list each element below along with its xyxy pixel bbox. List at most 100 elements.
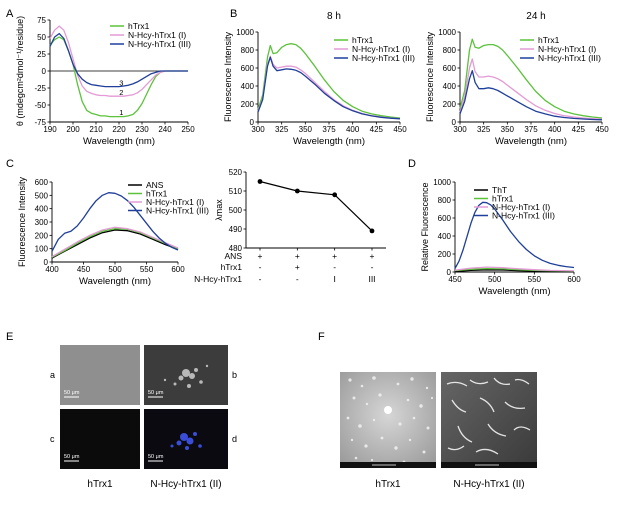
y-tick-label: -50 bbox=[34, 101, 46, 110]
series-line-ans bbox=[51, 229, 179, 259]
legend-label-n-hcy-htrx1-iii: N-Hcy-hTrx1 (III) bbox=[146, 206, 209, 216]
y-tick-label: 520 bbox=[229, 168, 243, 177]
panel-letter-b: B bbox=[230, 8, 237, 20]
x-axis-label: Wavelength (nm) bbox=[79, 276, 151, 287]
y-tick-label: 400 bbox=[241, 82, 255, 91]
row-cell: III bbox=[368, 274, 375, 284]
x-tick-label: 300 bbox=[453, 125, 467, 134]
x-tick-label: 450 bbox=[595, 125, 609, 134]
x-tick-label: 210 bbox=[89, 125, 103, 134]
chart-d-tht: 450 500 550 600 0 200 400 600 800 1000 Wavelength … bbox=[420, 178, 581, 297]
lambda-max-line bbox=[259, 180, 373, 232]
y-axis-label: λmax bbox=[214, 199, 224, 221]
chart-a-cd-spectra: 190 200 210 220 230 240 250 -75 -50 -25 0 25 50 75 Wav… bbox=[15, 16, 195, 147]
legend-label-n-hcy-htrx1-iii: N-Hcy-hTrx1 (III) bbox=[492, 211, 555, 221]
x-tick-label: 250 bbox=[181, 125, 195, 134]
y-tick-label: 200 bbox=[35, 231, 49, 240]
legend-label-htrx1: hTrx1 bbox=[492, 194, 514, 204]
x-tick-label: 400 bbox=[45, 265, 59, 274]
y-tick-label: 510 bbox=[229, 187, 243, 196]
row-cell: - bbox=[333, 262, 336, 272]
y-tick-label: 300 bbox=[35, 218, 49, 227]
chart-b-24h: 300 325 350 375 400 425 450 0 200 400 600 800 1000 Wa… bbox=[425, 11, 609, 147]
row-cell: + bbox=[332, 251, 337, 261]
x-axis-label: Wavelength (nm) bbox=[293, 136, 365, 147]
y-tick-label: 100 bbox=[35, 245, 49, 254]
x-tick-label: 550 bbox=[528, 275, 542, 284]
chart-c-ans-spectra: 400 450 500 550 600 0 100 200 300 400 500 600 Wavele… bbox=[17, 176, 209, 287]
y-tick-label: -25 bbox=[34, 84, 46, 93]
row-cell: I bbox=[333, 274, 335, 284]
x-tick-label: 240 bbox=[158, 125, 172, 134]
row-cell: + bbox=[370, 251, 375, 261]
row-cell: + bbox=[258, 251, 263, 261]
y-tick-label: 0 bbox=[44, 258, 49, 267]
legend-label-htrx1: hTrx1 bbox=[128, 21, 150, 31]
y-tick-label: 400 bbox=[438, 232, 452, 241]
y-tick-label: 490 bbox=[229, 225, 243, 234]
tem-image-htrx1 bbox=[340, 372, 436, 468]
y-tick-label: 1000 bbox=[433, 178, 451, 187]
x-tick-label: 425 bbox=[572, 125, 586, 134]
y-tick-label: 600 bbox=[241, 64, 255, 73]
aggregate-bright-field bbox=[163, 364, 209, 388]
lambda-max-point bbox=[257, 179, 263, 184]
y-tick-label: 200 bbox=[241, 100, 255, 109]
series-line-n-hcy-htrx1-iii bbox=[459, 70, 603, 121]
lambda-max-point bbox=[369, 228, 375, 234]
series-line-n-hcy-htrx1-iii bbox=[49, 32, 188, 88]
y-tick-label: 480 bbox=[229, 244, 243, 253]
y-tick-label: 0 bbox=[250, 118, 255, 127]
x-tick-label: 550 bbox=[140, 265, 154, 274]
curve-number-label: 3 bbox=[119, 79, 123, 88]
lambda-max-point bbox=[332, 192, 338, 198]
x-axis-label: Wavelength (nm) bbox=[479, 286, 551, 297]
y-axis-label: Fluorescence Intensity bbox=[425, 31, 435, 122]
panel-letter-c: C bbox=[6, 158, 14, 170]
legend-label-n-hcy-htrx1-iii: N-Hcy-hTrx1 (III) bbox=[538, 53, 601, 63]
x-tick-label: 220 bbox=[112, 125, 126, 134]
y-tick-label: 75 bbox=[37, 16, 46, 25]
row-cell: + bbox=[295, 262, 300, 272]
y-tick-label: 800 bbox=[438, 196, 452, 205]
chart-b-8h: 300 325 350 375 400 425 450 0 200 400 600 800 1000 Wa… bbox=[223, 11, 415, 147]
row-label-htrx1: hTrx1 bbox=[221, 262, 243, 272]
x-tick-label: 300 bbox=[251, 125, 265, 134]
x-tick-label: 400 bbox=[346, 125, 360, 134]
x-tick-label: 325 bbox=[477, 125, 491, 134]
x-tick-label: 500 bbox=[108, 265, 122, 274]
x-tick-label: 400 bbox=[548, 125, 562, 134]
y-tick-label: 0 bbox=[42, 67, 47, 76]
x-tick-label: 450 bbox=[448, 275, 462, 284]
x-tick-label: 375 bbox=[524, 125, 538, 134]
panel-f-tem: hTrx1 N-Hcy-hTrx1 (II) bbox=[340, 372, 537, 490]
lambda-max-point bbox=[294, 188, 300, 194]
row-cell: - bbox=[371, 262, 374, 272]
y-tick-label: 50 bbox=[37, 33, 46, 42]
y-tick-label: 25 bbox=[37, 50, 46, 59]
x-tick-label: 600 bbox=[567, 275, 581, 284]
chart-title: 24 h bbox=[526, 11, 545, 22]
aggregate-fluorescence bbox=[170, 432, 202, 450]
x-tick-label: 425 bbox=[370, 125, 384, 134]
legend-label-htrx1: hTrx1 bbox=[352, 35, 374, 45]
series-line-n-hcy-htrx1-i bbox=[454, 266, 575, 272]
x-tick-label: 375 bbox=[322, 125, 336, 134]
tem-image-nhcy bbox=[441, 372, 537, 468]
curve-number-label: 1 bbox=[119, 108, 123, 117]
y-tick-label: 600 bbox=[438, 214, 452, 223]
x-tick-label: 325 bbox=[275, 125, 289, 134]
row-cell: - bbox=[259, 262, 262, 272]
row-cell: - bbox=[259, 274, 262, 284]
curve-number-label: 2 bbox=[119, 88, 123, 97]
y-tick-label: 1000 bbox=[236, 28, 254, 37]
x-tick-label: 200 bbox=[66, 125, 80, 134]
y-tick-label: 800 bbox=[443, 46, 457, 55]
x-tick-label: 350 bbox=[299, 125, 313, 134]
caption-e-htrx1: hTrx1 bbox=[87, 479, 113, 490]
legend-label-n-hcy-htrx1-i: N-Hcy-hTrx1 (I) bbox=[352, 44, 410, 54]
scale-bar-label-b: 50 μm bbox=[148, 390, 164, 396]
row-cell: + bbox=[295, 251, 300, 261]
chart-title: 8 h bbox=[327, 11, 341, 22]
legend-label-n-hcy-htrx1-i: N-Hcy-hTrx1 (I) bbox=[146, 197, 204, 207]
